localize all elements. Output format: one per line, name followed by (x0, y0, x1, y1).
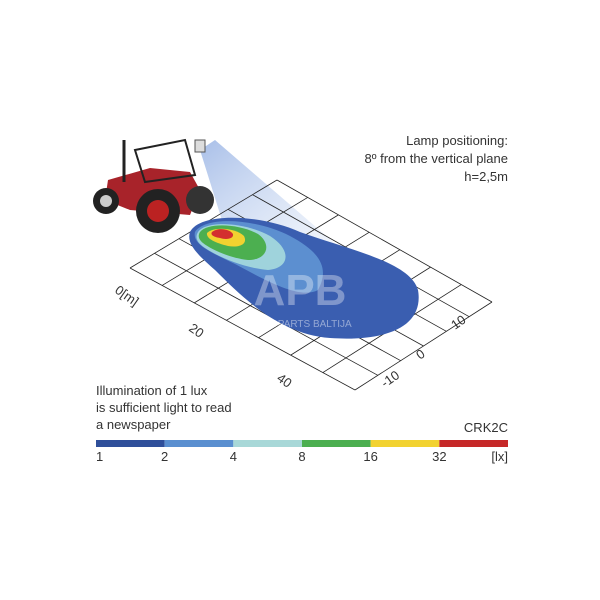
scale-segment (164, 440, 234, 447)
width-label: 0 (413, 346, 428, 362)
scale-segment (233, 440, 302, 447)
scale-segment (370, 440, 440, 447)
model: CRK2C (464, 420, 508, 435)
scale-segment (96, 440, 165, 447)
width-label: -10 (378, 367, 402, 390)
caption-line: is sufficient light to read (96, 400, 232, 415)
scale-label: 2 (161, 449, 168, 464)
caption-line: Illumination of 1 lux (96, 383, 208, 398)
scale-segment (302, 440, 371, 447)
note-line: h=2,5m (464, 169, 508, 184)
note-line: Lamp positioning: (406, 133, 508, 148)
note-line: 8º from the vertical plane (365, 151, 508, 166)
scale-label: 32 (432, 449, 446, 464)
grid-line (276, 179, 493, 303)
grid-line (129, 267, 356, 391)
watermark-logo: APB (254, 266, 347, 315)
width-label: 10 (448, 312, 468, 333)
length-label: 0[m] (112, 282, 141, 309)
color-scale: 1 2 4 8 16 32 [lx] (96, 440, 508, 464)
zone-32lx (211, 229, 234, 239)
scale-segment (439, 440, 508, 447)
length-label: 20 (186, 320, 206, 341)
watermark-text: AGROPARTS BALTIJA (248, 319, 352, 330)
scale-label: 8 (298, 449, 305, 464)
scale-label: 16 (363, 449, 377, 464)
tractor (93, 138, 214, 233)
scale-label: [lx] (491, 449, 508, 464)
scale-label: 4 (230, 449, 237, 464)
length-label: 40 (274, 370, 294, 391)
caption-line: a newspaper (96, 417, 171, 432)
scale-label: 1 (96, 449, 103, 464)
